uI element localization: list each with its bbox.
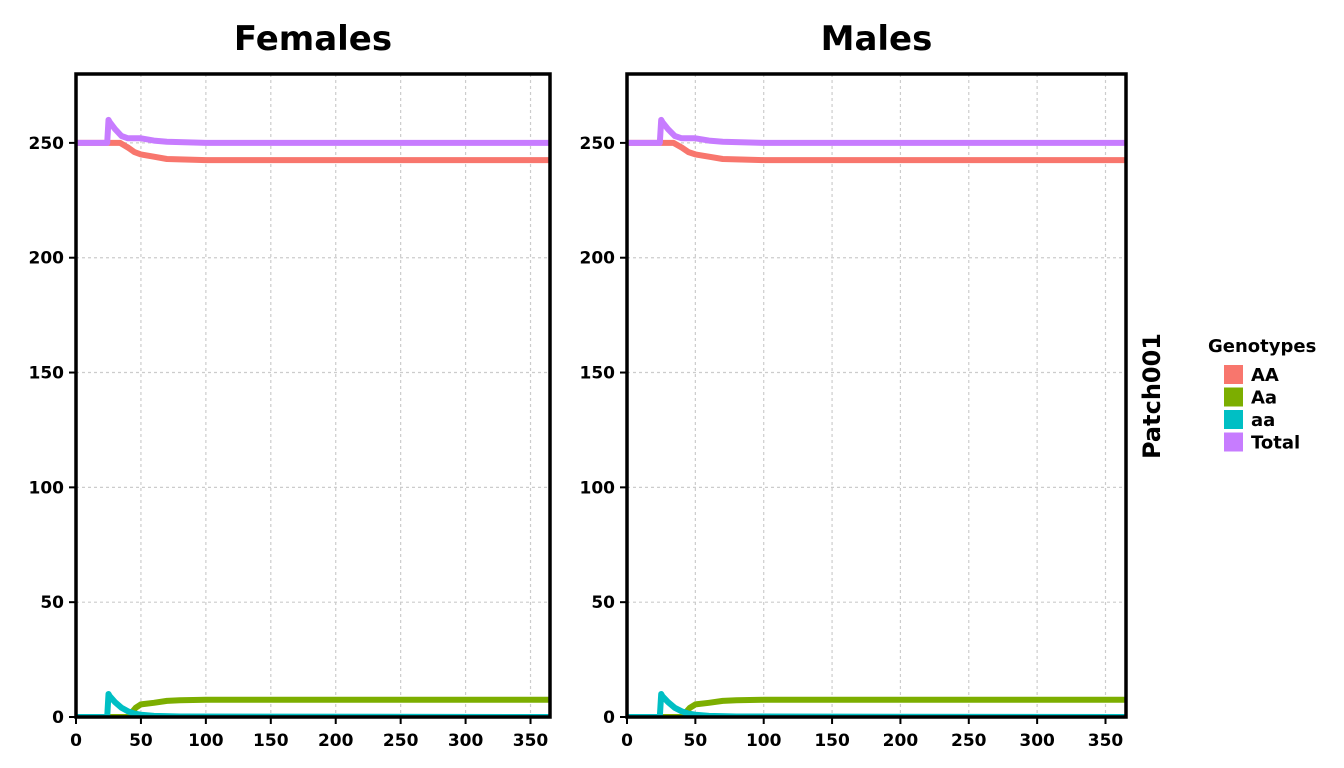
legend-swatch-aa bbox=[1224, 410, 1243, 429]
y-tick-label: 250 bbox=[580, 134, 616, 154]
x-tick-label: 250 bbox=[383, 731, 419, 751]
legend-label-aa: AA bbox=[1251, 365, 1279, 386]
series-lines bbox=[76, 120, 550, 717]
panel-title: Males bbox=[821, 19, 933, 59]
x-tick-label: 200 bbox=[883, 731, 919, 751]
legend-swatch-aa bbox=[1224, 365, 1243, 384]
x-tick-label: 150 bbox=[253, 731, 289, 751]
y-tick-label: 50 bbox=[591, 593, 615, 613]
y-tick-label: 0 bbox=[52, 708, 64, 728]
x-tick-label: 0 bbox=[621, 731, 633, 751]
panel-females: Females 0 50 100 150 200 250 300 350 0 50 100 150 200… bbox=[29, 19, 551, 751]
y-tick-label: 200 bbox=[580, 249, 616, 269]
y-tick-label: 100 bbox=[29, 478, 65, 498]
strip-label: Patch001 bbox=[1138, 333, 1166, 459]
x-tick-label: 200 bbox=[318, 731, 354, 751]
x-tick-label: 300 bbox=[448, 731, 484, 751]
x-tick-label: 100 bbox=[188, 731, 224, 751]
x-tick-label: 150 bbox=[814, 731, 850, 751]
legend-title: Genotypes bbox=[1208, 336, 1316, 357]
x-tick-label: 300 bbox=[1019, 731, 1055, 751]
legend-swatch-aa bbox=[1224, 388, 1243, 407]
legend-label-aa: aa bbox=[1251, 410, 1275, 431]
series-line-total bbox=[76, 120, 550, 143]
y-tick-label: 150 bbox=[580, 364, 616, 384]
y-tick-label: 0 bbox=[603, 708, 615, 728]
legend-swatch-total bbox=[1224, 433, 1243, 452]
y-tick-label: 250 bbox=[29, 134, 65, 154]
series-line-total bbox=[627, 120, 1126, 143]
x-tick-label: 50 bbox=[129, 731, 153, 751]
y-tick-label: 200 bbox=[29, 249, 65, 269]
panel-frame bbox=[76, 74, 550, 717]
y-tick-label: 100 bbox=[580, 478, 616, 498]
x-tick-label: 50 bbox=[684, 731, 708, 751]
x-tick-label: 0 bbox=[70, 731, 82, 751]
panel-title: Females bbox=[234, 19, 392, 59]
x-tick-label: 250 bbox=[951, 731, 987, 751]
panel-frame bbox=[627, 74, 1126, 717]
series-lines bbox=[627, 120, 1126, 717]
chart-panels: Females 0 50 100 150 200 250 300 350 0 50 100 150 200… bbox=[29, 19, 1127, 751]
y-tick-label: 50 bbox=[40, 593, 64, 613]
x-tick-label: 350 bbox=[513, 731, 549, 751]
x-tick-label: 350 bbox=[1088, 731, 1124, 751]
y-tick-label: 150 bbox=[29, 364, 65, 384]
panel-males: Males 0 50 100 150 200 250 300 350 0 50 100 150 200 25… bbox=[580, 19, 1127, 751]
legend-label-total: Total bbox=[1251, 433, 1300, 454]
x-tick-label: 100 bbox=[746, 731, 782, 751]
legend-label-aa: Aa bbox=[1251, 388, 1277, 409]
